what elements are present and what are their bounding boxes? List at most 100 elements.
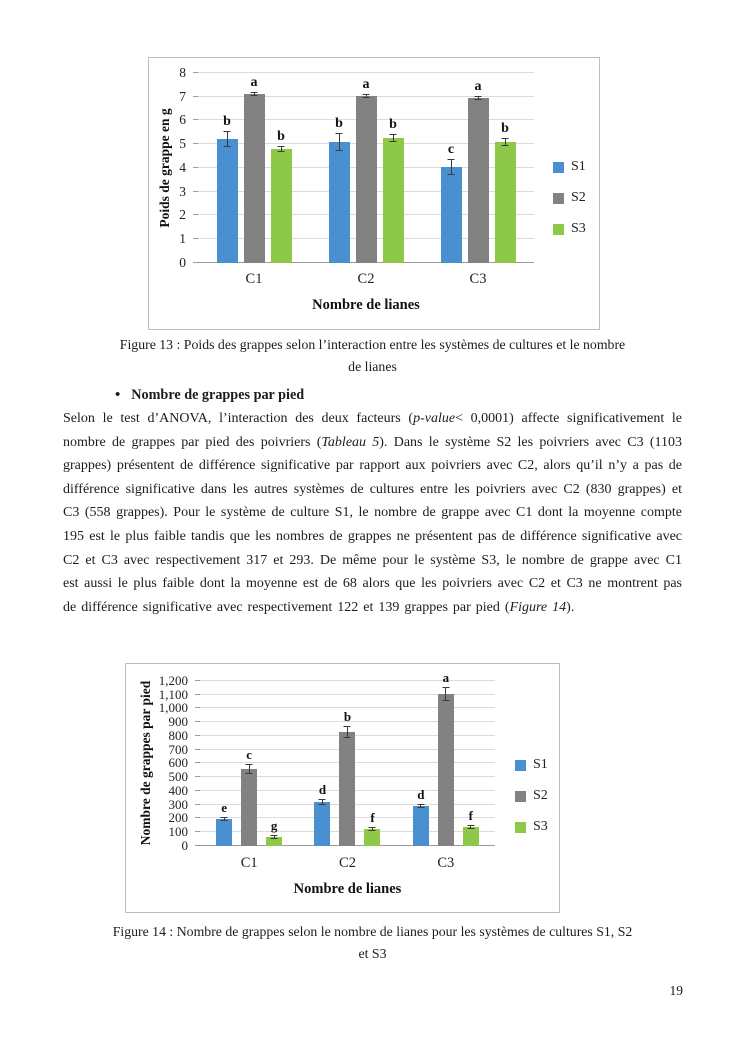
significance-letter: a — [362, 77, 370, 92]
error-bar — [392, 134, 394, 142]
axis-tick — [193, 119, 198, 120]
bar-rect — [437, 694, 454, 846]
significance-letter: b — [277, 129, 285, 144]
figure14-caption: Figure 14 : Nombre de grappes selon le n… — [63, 921, 682, 965]
bar-groups: b a b b a b c a b — [198, 73, 534, 263]
legend-item-S3: S3 — [515, 819, 548, 835]
legend-item-S2: S2 — [553, 190, 586, 206]
y-tick-label: 100 — [168, 824, 189, 839]
significance-letter: b — [335, 116, 343, 131]
category-group-C3: c a b — [422, 73, 534, 263]
bar-S3-C3: b — [494, 122, 516, 263]
bars: b a b — [216, 76, 292, 263]
text-segment: ). Dans le système S2 les poivriers avec… — [63, 434, 683, 615]
significance-letter: f — [370, 810, 375, 825]
figure13-caption: Figure 13 : Poids des grappes selon l’in… — [63, 334, 682, 378]
text-segment: Selon le test d’ANOVA, l’interaction des… — [63, 411, 414, 426]
gridline — [200, 721, 495, 722]
x-tick-label: C2 — [357, 271, 375, 287]
error-bar — [470, 825, 472, 829]
chart-legend: S1 S2 S3 — [515, 757, 548, 835]
x-axis-title: Nombre de lianes — [293, 881, 402, 897]
bar-rect — [243, 94, 265, 263]
significance-letter: b — [223, 114, 231, 129]
y-tick-label: 6 — [179, 112, 186, 127]
bar-S3-C2: f — [364, 811, 381, 846]
axis-tick — [195, 749, 200, 750]
y-tick-label: 400 — [168, 783, 189, 798]
y-axis-tick-labels: 0 1 2 3 4 5 6 7 8 — [149, 65, 192, 270]
legend-marker — [553, 223, 564, 235]
bar-S1-C2: d — [314, 783, 331, 846]
italic-text: Tableau 5 — [321, 434, 380, 450]
figure13-bar-chart: Poids de grappe en g b a b b a b c a b 0 1 2 3 4 5 6 7 8 C1… — [148, 57, 600, 330]
bar-S2-C2: a — [355, 78, 377, 263]
bar-rect — [266, 837, 283, 846]
bar-S2-C1: c — [241, 748, 258, 846]
category-group-C3: d a f — [397, 671, 495, 846]
bar-rect — [270, 149, 292, 263]
legend-marker — [515, 790, 526, 802]
bar-S1-C3: d — [412, 788, 429, 846]
y-tick-label: 5 — [179, 136, 186, 151]
y-tick-label: 900 — [168, 714, 189, 729]
text-segment: < 0,0001) affecte significativement le n… — [63, 411, 682, 450]
axis-tick — [195, 721, 200, 722]
axis-tick — [193, 238, 198, 239]
legend-label: S3 — [533, 819, 548, 834]
bar-S3-C1: b — [270, 130, 292, 263]
bar-groups: e c g d b f d a f — [200, 671, 495, 846]
significance-letter: d — [417, 787, 425, 802]
axis-tick — [195, 831, 200, 832]
y-tick-label: 2 — [179, 207, 186, 222]
axis-tick — [193, 191, 198, 192]
bar-S2-C1: a — [243, 76, 265, 263]
figure14-bar-chart: Nombre de grappes par pied e c g d b f d a f 0 100 2… — [125, 663, 560, 913]
error-bar — [226, 131, 228, 147]
y-tick-label: 3 — [179, 184, 186, 199]
text-segment: ). — [566, 599, 575, 615]
chart-legend: S1 S2 S3 — [553, 159, 586, 237]
y-tick-label: 500 — [168, 769, 189, 784]
page-number: 19 — [669, 983, 684, 998]
y-tick-label: 7 — [179, 89, 186, 104]
bars: e c g — [216, 748, 283, 846]
gridline — [198, 72, 534, 73]
italic-text: p-value — [413, 411, 456, 426]
axis-tick — [195, 817, 200, 818]
section-heading: • Nombre de grappes par pied — [115, 387, 304, 404]
error-bar — [280, 146, 282, 152]
y-axis-tick-labels: 0 100 200 300 400 500 600 700 800 900 1,000 1,100 1,… — [126, 673, 194, 853]
x-tick-label: C2 — [339, 855, 356, 871]
bar-rect — [241, 769, 258, 846]
category-group-C2: d b f — [298, 681, 396, 846]
significance-letter: c — [246, 747, 253, 762]
axis-tick — [195, 804, 200, 805]
significance-letter: d — [318, 782, 327, 797]
error-bar — [504, 138, 506, 146]
y-tick-label: 4 — [179, 160, 186, 175]
bars: b a b — [328, 78, 404, 263]
error-bar — [223, 817, 225, 821]
bar-rect — [462, 827, 479, 846]
axis-tick — [193, 214, 198, 215]
gridline — [200, 694, 495, 695]
category-group-C2: b a b — [310, 73, 422, 263]
y-tick-label: 600 — [168, 755, 189, 770]
gridline — [200, 680, 495, 681]
x-axis-category-labels: C1 C2 C3 — [200, 855, 495, 872]
axis-tick — [193, 167, 198, 168]
significance-letter: a — [474, 79, 482, 94]
bar-S1-C3: c — [440, 143, 462, 263]
bar-S3-C3: f — [462, 809, 479, 846]
error-bar — [450, 159, 452, 175]
bar-rect — [339, 732, 356, 846]
gridline — [200, 707, 495, 708]
y-tick-label: 300 — [168, 797, 189, 812]
axis-tick — [195, 735, 200, 736]
significance-letter: e — [221, 800, 228, 815]
y-tick-label: 1,200 — [158, 673, 188, 688]
error-bar — [253, 92, 255, 96]
y-tick-label: 8 — [179, 65, 186, 80]
